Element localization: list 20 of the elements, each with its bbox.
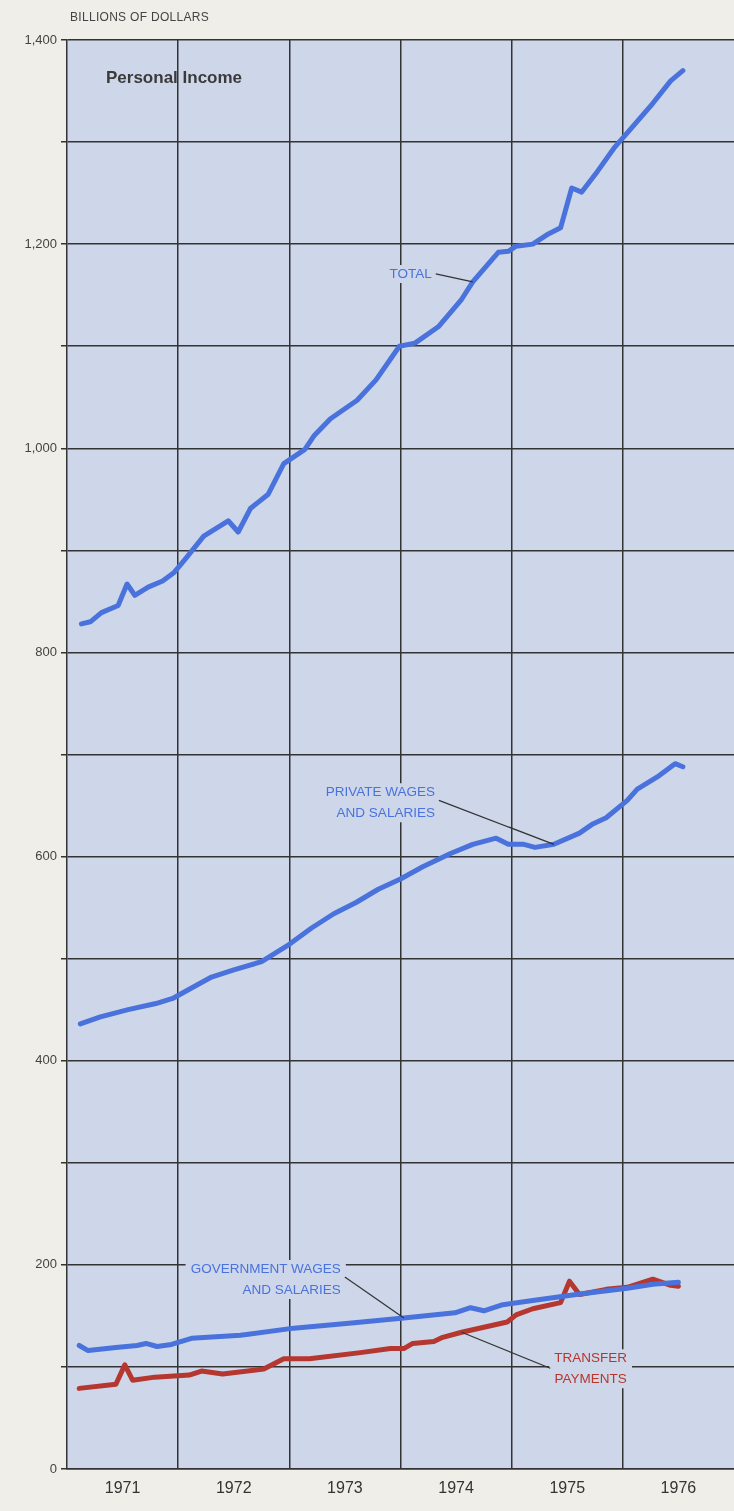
y-tick-label: 600 (35, 848, 57, 864)
x-tick-label: 1973 (327, 1479, 363, 1497)
y-tick-label: 1,000 (24, 439, 57, 455)
x-tick-label: 1971 (104, 1479, 141, 1497)
y-tick-label: 1,200 (24, 235, 57, 251)
y-tick-label: 400 (35, 1052, 57, 1068)
y-tick-label: 200 (35, 1256, 57, 1272)
text: PRIVATE WAGES AND SALARIES (325, 784, 435, 821)
x-tick-label: 1975 (549, 1479, 586, 1497)
y-tick-label: 800 (35, 644, 57, 660)
x-tick-label: 1972 (215, 1479, 252, 1497)
y-axis-title: BILLIONS OF DOLLARS (70, 10, 210, 24)
x-tick-label: 1974 (438, 1479, 474, 1497)
text: GOVERNMENT WAGES AND SALARIES (190, 1260, 341, 1297)
x-tick-label: 1976 (660, 1479, 697, 1497)
text: Personal Income (106, 68, 243, 88)
y-tick-label: 0 (49, 1460, 57, 1476)
y-tick-label: 1,400 (24, 31, 57, 47)
text: TRANSFER PAYMENTS (554, 1349, 628, 1386)
text: TOTAL (389, 265, 433, 281)
